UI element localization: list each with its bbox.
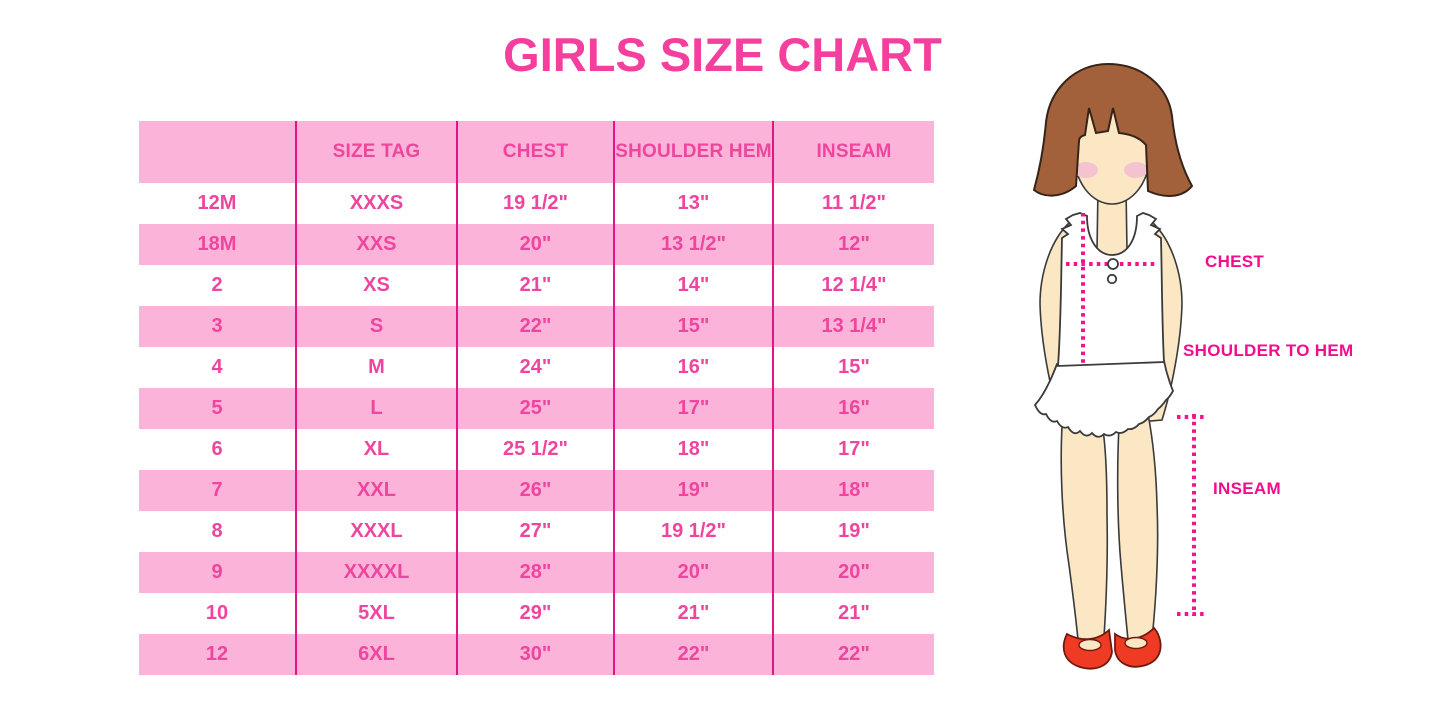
table-cell: 13 1/2" — [615, 224, 774, 265]
girl-illustration — [1032, 62, 1204, 670]
table-cell: 21" — [458, 265, 615, 306]
header-cell: SIZE TAG — [297, 121, 458, 183]
chest-label: CHEST — [1205, 252, 1265, 271]
table-cell: 12 1/4" — [774, 265, 934, 306]
table-cell: 21" — [774, 593, 934, 634]
table-cell: 12M — [139, 183, 297, 224]
table-cell: 25" — [458, 388, 615, 429]
girl-top-button-1 — [1107, 258, 1119, 270]
table-cell: 19 1/2" — [458, 183, 615, 224]
table-cell: 26" — [458, 470, 615, 511]
girl-hair — [1032, 62, 1194, 198]
table-cell: 29" — [458, 593, 615, 634]
size-table: SIZE TAG CHEST SHOULDER HEM INSEAM 12M XXXS 19… — [139, 121, 934, 675]
table-cell: 17" — [615, 388, 774, 429]
table-cell: XXL — [297, 470, 458, 511]
table-cell: XXXL — [297, 511, 458, 552]
page-title: GIRLS SIZE CHART — [503, 28, 942, 81]
table-cell: 28" — [458, 552, 615, 593]
table-cell: 4 — [139, 347, 297, 388]
table-cell: XXXS — [297, 183, 458, 224]
table-cell: 30" — [458, 634, 615, 675]
table-cell: M — [297, 347, 458, 388]
table-cell: 22" — [615, 634, 774, 675]
table-cell: 9 — [139, 552, 297, 593]
table-cell: 15" — [615, 306, 774, 347]
table-cell: 18M — [139, 224, 297, 265]
table-cell: 6 — [139, 429, 297, 470]
girl-leg-left — [1060, 410, 1109, 653]
girl-top — [1057, 212, 1165, 367]
table-cell: 11 1/2" — [774, 183, 934, 224]
table-cell: 10 — [139, 593, 297, 634]
table-cell: 16" — [615, 347, 774, 388]
header-cell: SHOULDER HEM — [615, 121, 774, 183]
table-cell: 19" — [774, 511, 934, 552]
header-cell — [139, 121, 297, 183]
header-cell: INSEAM — [774, 121, 934, 183]
table-cell: 8 — [139, 511, 297, 552]
shoulder-to-hem-label: SHOULDER TO HEM — [1183, 341, 1354, 360]
table-cell: 19" — [615, 470, 774, 511]
girl-shoe-opening-left — [1078, 638, 1102, 652]
header-cell: CHEST — [458, 121, 615, 183]
table-cell: L — [297, 388, 458, 429]
table-cell: 20" — [615, 552, 774, 593]
table-cell: 22" — [774, 634, 934, 675]
table-cell: 5 — [139, 388, 297, 429]
table-cell: 14" — [615, 265, 774, 306]
table-cell: 18" — [615, 429, 774, 470]
table-cell: 2 — [139, 265, 297, 306]
table-cell: 13" — [615, 183, 774, 224]
table-cell: 16" — [774, 388, 934, 429]
table-cell: 20" — [458, 224, 615, 265]
table-cell: 18" — [774, 470, 934, 511]
table-cell: 25 1/2" — [458, 429, 615, 470]
inseam-label: INSEAM — [1213, 479, 1281, 498]
table-cell: 7 — [139, 470, 297, 511]
table-cell: 27" — [458, 511, 615, 552]
table-cell: XXXXL — [297, 552, 458, 593]
table-cell: XL — [297, 429, 458, 470]
girl-shoe-opening-right — [1124, 636, 1148, 650]
table-cell: 12 — [139, 634, 297, 675]
table-cell: XS — [297, 265, 458, 306]
girl-skirt — [1033, 360, 1174, 438]
table-cell: 20" — [774, 552, 934, 593]
girl-leg-right — [1116, 412, 1159, 651]
girl-blush-left — [1074, 162, 1098, 178]
table-cell: XXS — [297, 224, 458, 265]
table-cell: 19 1/2" — [615, 511, 774, 552]
table-cell: 24" — [458, 347, 615, 388]
table-cell: S — [297, 306, 458, 347]
table-cell: 21" — [615, 593, 774, 634]
table-cell: 12" — [774, 224, 934, 265]
table-cell: 15" — [774, 347, 934, 388]
girl-top-button-2 — [1106, 273, 1118, 285]
table-cell: 6XL — [297, 634, 458, 675]
table-cell: 5XL — [297, 593, 458, 634]
table-cell: 17" — [774, 429, 934, 470]
table-cell: 22" — [458, 306, 615, 347]
table-cell: 3 — [139, 306, 297, 347]
girl-blush-right — [1124, 162, 1148, 178]
table-cell: 13 1/4" — [774, 306, 934, 347]
